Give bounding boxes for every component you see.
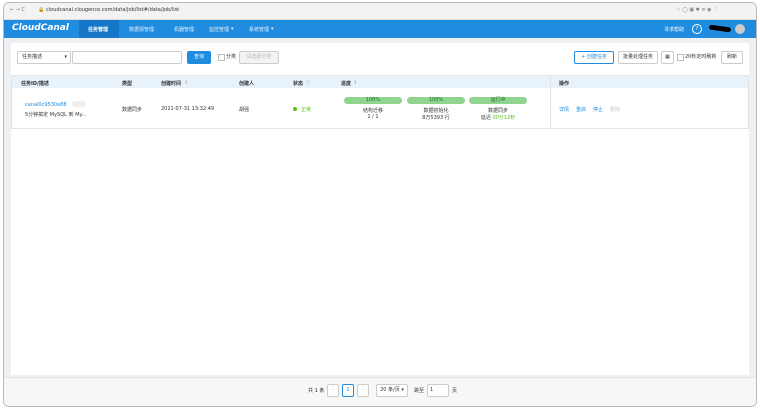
- jump-label: 跳至: [414, 388, 425, 394]
- progress-detail: 1 / 1: [367, 114, 379, 120]
- filter-select[interactable]: 任务描述 ▾: [17, 51, 71, 64]
- header-cell: 创建时间: [161, 81, 182, 87]
- status-dot: [293, 107, 297, 111]
- task-type: 数据同步: [122, 107, 143, 113]
- task-badge: [72, 101, 86, 107]
- task-id[interactable]: canal0c9530e88: [25, 102, 67, 108]
- navbar: CloudCanal 任务管理 数据源管理 机器管理 监控管理 ▾ 系统管理 ▾…: [4, 20, 756, 38]
- category-label: 分类: [226, 54, 237, 60]
- progress-bar: 100%: [344, 97, 402, 104]
- create-button[interactable]: + 创建任务: [574, 51, 614, 64]
- jump-input[interactable]: 1: [427, 384, 449, 397]
- redaction: [708, 24, 732, 33]
- help-link[interactable]: 寻求帮助: [664, 27, 685, 33]
- progress-name: 结构迁移: [362, 108, 383, 114]
- page-size-text: 20 条/页: [380, 387, 400, 393]
- batch-button[interactable]: 批量处理任务: [618, 51, 658, 64]
- header-cell: 类型: [122, 81, 133, 87]
- sort-icon[interactable]: ↕: [184, 80, 189, 86]
- browser-icons[interactable]: ☆ ◯ ▣ ✱ ≡ ◉ ⋮: [676, 7, 719, 13]
- progress-detail: 8万5393 行: [422, 115, 450, 121]
- action-stop[interactable]: 停止: [593, 107, 604, 113]
- category-checkbox[interactable]: [218, 54, 225, 61]
- create-text: 创建任务: [586, 54, 607, 60]
- active-tab-bg: [79, 20, 119, 38]
- dropdown-arrow: ▾: [231, 26, 234, 32]
- creator: 胡强: [239, 107, 250, 113]
- filter-icon[interactable]: ▽: [306, 80, 310, 86]
- category-select: 请选择分类: [239, 51, 279, 64]
- nav-buttons[interactable]: ← → C: [10, 7, 26, 13]
- refresh-checkbox[interactable]: [677, 54, 684, 61]
- logo[interactable]: CloudCanal: [12, 23, 69, 33]
- header-cell: 创建人: [239, 81, 255, 87]
- search-input[interactable]: [72, 51, 182, 64]
- table: [11, 75, 749, 129]
- prev-page: ‹: [327, 384, 339, 397]
- progress-name: 数据初始化: [423, 108, 449, 114]
- nav-tab[interactable]: 机器管理: [174, 27, 195, 33]
- action-delete: 删除: [610, 107, 621, 113]
- sort-icon[interactable]: ↕: [353, 80, 358, 86]
- table-header: [12, 76, 748, 88]
- header-cell: 操作: [559, 81, 570, 87]
- search-button[interactable]: 查询: [187, 51, 211, 64]
- nav-tab[interactable]: 系统管理: [249, 27, 270, 33]
- filter-select-text: 任务描述: [22, 54, 43, 60]
- nav-tab[interactable]: 任务管理: [88, 27, 109, 33]
- progress-detail: 延迟 00分12秒: [469, 114, 527, 121]
- lock-icon: 🔒: [38, 7, 45, 13]
- created-time: 2021-07-31 13:32:49: [161, 106, 215, 112]
- task-desc: 5分钟搞定 MySQL 到 My...: [25, 112, 87, 118]
- status: 正常: [301, 107, 312, 113]
- delay-value: 00分12秒: [492, 115, 516, 121]
- total: 共 1 条: [308, 388, 325, 394]
- progress-bar: 运行中: [469, 97, 527, 104]
- column-divider: [550, 76, 551, 128]
- auto-refresh-label: 20秒定时刷新: [685, 54, 717, 60]
- next-page: ›: [357, 384, 369, 397]
- url[interactable]: cloudcanal.clougence.com/data/job/list#/…: [46, 7, 180, 13]
- progress-bar: 100%: [407, 97, 465, 104]
- help-icon[interactable]: ?: [692, 24, 702, 34]
- page-size[interactable]: 20 条/页 ▾: [376, 384, 408, 397]
- dropdown-arrow: ▾: [271, 26, 274, 32]
- avatar[interactable]: [735, 24, 745, 34]
- nav-tab[interactable]: 监控管理: [209, 27, 230, 33]
- progress-name: 数据同步: [487, 108, 508, 114]
- refresh-button[interactable]: 刷新: [721, 51, 743, 64]
- jump-unit: 页: [452, 388, 458, 394]
- action-restart[interactable]: 重启: [576, 107, 587, 113]
- browser-toolbar: ← → C 🔒 cloudcanal.clougence.com/data/jo…: [4, 3, 756, 20]
- page-number[interactable]: 1: [342, 384, 354, 397]
- nav-tab[interactable]: 数据源管理: [129, 27, 155, 33]
- header-cell: 任务ID/描述: [21, 81, 49, 87]
- browser-window: ← → C 🔒 cloudcanal.clougence.com/data/jo…: [3, 2, 757, 407]
- columns-button[interactable]: ▦: [661, 51, 674, 64]
- header-cell: 进度: [341, 81, 352, 87]
- delay-label: 延迟: [480, 115, 491, 121]
- action-detail[interactable]: 详情: [559, 107, 570, 113]
- header-cell: 状态: [293, 81, 304, 87]
